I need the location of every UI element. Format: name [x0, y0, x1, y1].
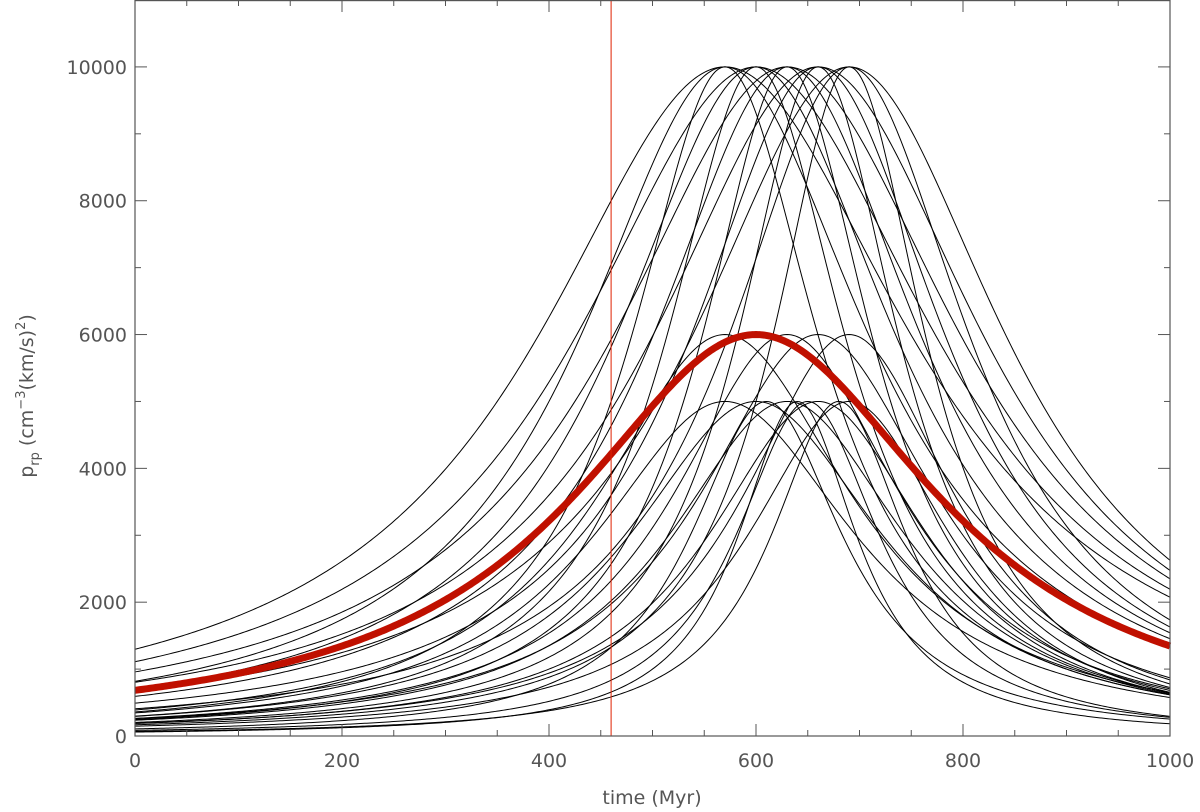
series-line-s3 [134, 66, 1171, 673]
y-axis-label-subscript: rp [28, 452, 43, 466]
series-line-s18 [134, 334, 1171, 720]
series-line-s22 [134, 400, 1171, 721]
series-line-s28 [134, 400, 1171, 733]
series-line-s14 [134, 66, 1171, 723]
y-axis-label-mid: (km/s) [16, 330, 38, 391]
x-tick-label: 0 [129, 750, 141, 772]
series-line-s23 [134, 400, 1171, 725]
y-axis-label: prp (cm−3(km/s)2) [14, 314, 43, 478]
x-axis-label: time (Myr) [602, 787, 701, 809]
series-line-s17 [134, 334, 1171, 719]
series-line-s15 [134, 66, 1171, 726]
series-line-s21 [134, 400, 1171, 717]
y-tick-label: 8000 [79, 191, 127, 213]
y-axis-label-close: ) [16, 314, 38, 321]
series-line-s25 [134, 400, 1171, 730]
series-line-s1 [134, 66, 1171, 650]
series-line-s5 [134, 66, 1171, 692]
series-layer [134, 66, 1171, 733]
series-line-s12 [134, 66, 1171, 717]
series-line-s20 [134, 400, 1171, 714]
highlight-series-line [133, 331, 1172, 694]
y-tick-label: 2000 [79, 592, 127, 614]
series-line-s4 [134, 66, 1171, 683]
series-line-s26 [134, 400, 1171, 731]
series-line-s16 [134, 334, 1171, 711]
x-tick-label: 200 [324, 750, 360, 772]
highlight-layer [133, 331, 1172, 694]
y-tick-label: 6000 [79, 325, 127, 347]
series-line-s24 [134, 400, 1171, 727]
y-tick-label: 10000 [67, 57, 127, 79]
y-axis-label-open: (cm [16, 410, 38, 452]
y-tick-label: 4000 [79, 458, 127, 480]
y-axis-label-symbol: p [16, 466, 38, 478]
series-line-s8 [134, 66, 1171, 697]
series-line-s11 [134, 66, 1171, 713]
x-tick-label: 800 [945, 750, 981, 772]
y-axis-label-exp2: 2 [14, 322, 29, 330]
series-line-s9 [134, 66, 1171, 704]
y-axis-label-exp1: −3 [14, 391, 29, 410]
x-tick-label: 600 [738, 750, 774, 772]
y-tick-label: 0 [115, 726, 127, 748]
x-tick-label: 1000 [1146, 750, 1194, 772]
series-line-s7 [134, 66, 1171, 690]
series-line-s2 [134, 66, 1171, 663]
series-line-s6 [134, 66, 1171, 682]
series-line-s27 [134, 400, 1171, 732]
x-tick-label: 400 [531, 750, 567, 772]
